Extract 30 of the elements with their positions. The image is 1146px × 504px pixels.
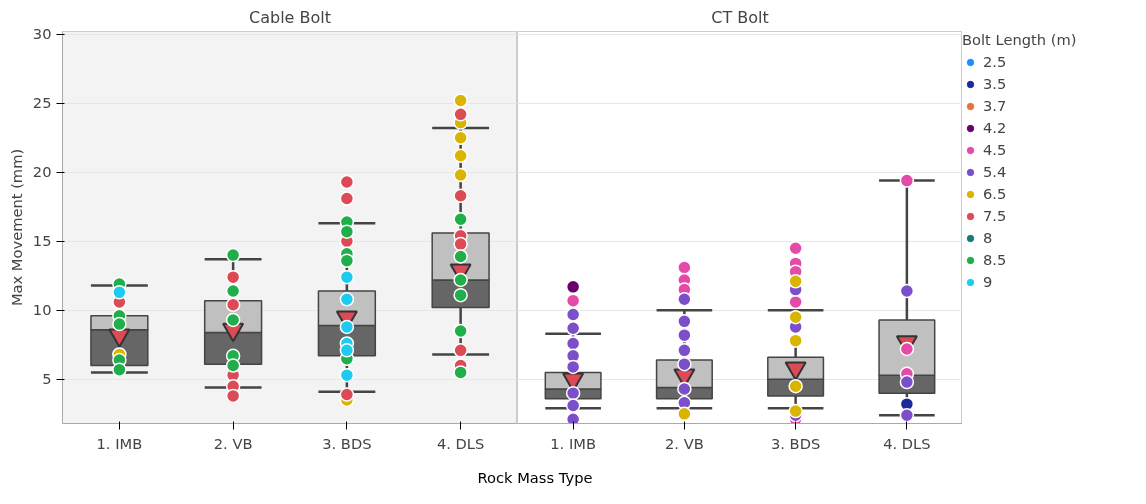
y-tick-label: 10 [32,301,52,319]
legend-label: 4.2 [983,119,1007,136]
x-axis-title: Rock Mass Type [477,468,593,488]
legend-label: 9 [983,273,994,290]
legend-label: 7.5 [983,207,1007,224]
legend-label: 8.5 [983,251,1007,268]
legend-label: 6.5 [983,185,1007,202]
legend-label: 3.5 [983,75,1007,92]
legend-label: 4.5 [983,141,1007,158]
x-tick-label: 2. VB [213,434,253,452]
x-tick-label: 3. BDS [770,434,821,452]
y-axis-title: Max Movement (mm) [7,148,25,307]
legend-label: 2.5 [983,53,1007,70]
y-tick-label: 15 [32,232,52,250]
legend-label: 3.7 [983,97,1007,114]
x-tick-label: 4. DLS [436,434,485,452]
y-tick-label: 25 [32,94,52,112]
x-tick-label: 1. IMB [96,434,143,452]
chart-title: Cable Bolt [249,7,331,27]
x-tick-label: 3. BDS [322,434,372,452]
x-tick-label: 4. DLS [883,434,931,452]
legend-label: 5.4 [983,163,1007,180]
x-tick-label: 1. IMB [550,434,596,452]
x-tick-label: 2. VB [665,434,704,452]
legend-title: Bolt Length (m) [962,31,1077,48]
y-tick-label: 5 [42,370,52,388]
chart-title: CT Bolt [711,7,769,27]
legend-label: 8 [983,229,994,246]
y-tick-label: 30 [32,25,52,43]
y-tick-label: 20 [32,163,52,181]
